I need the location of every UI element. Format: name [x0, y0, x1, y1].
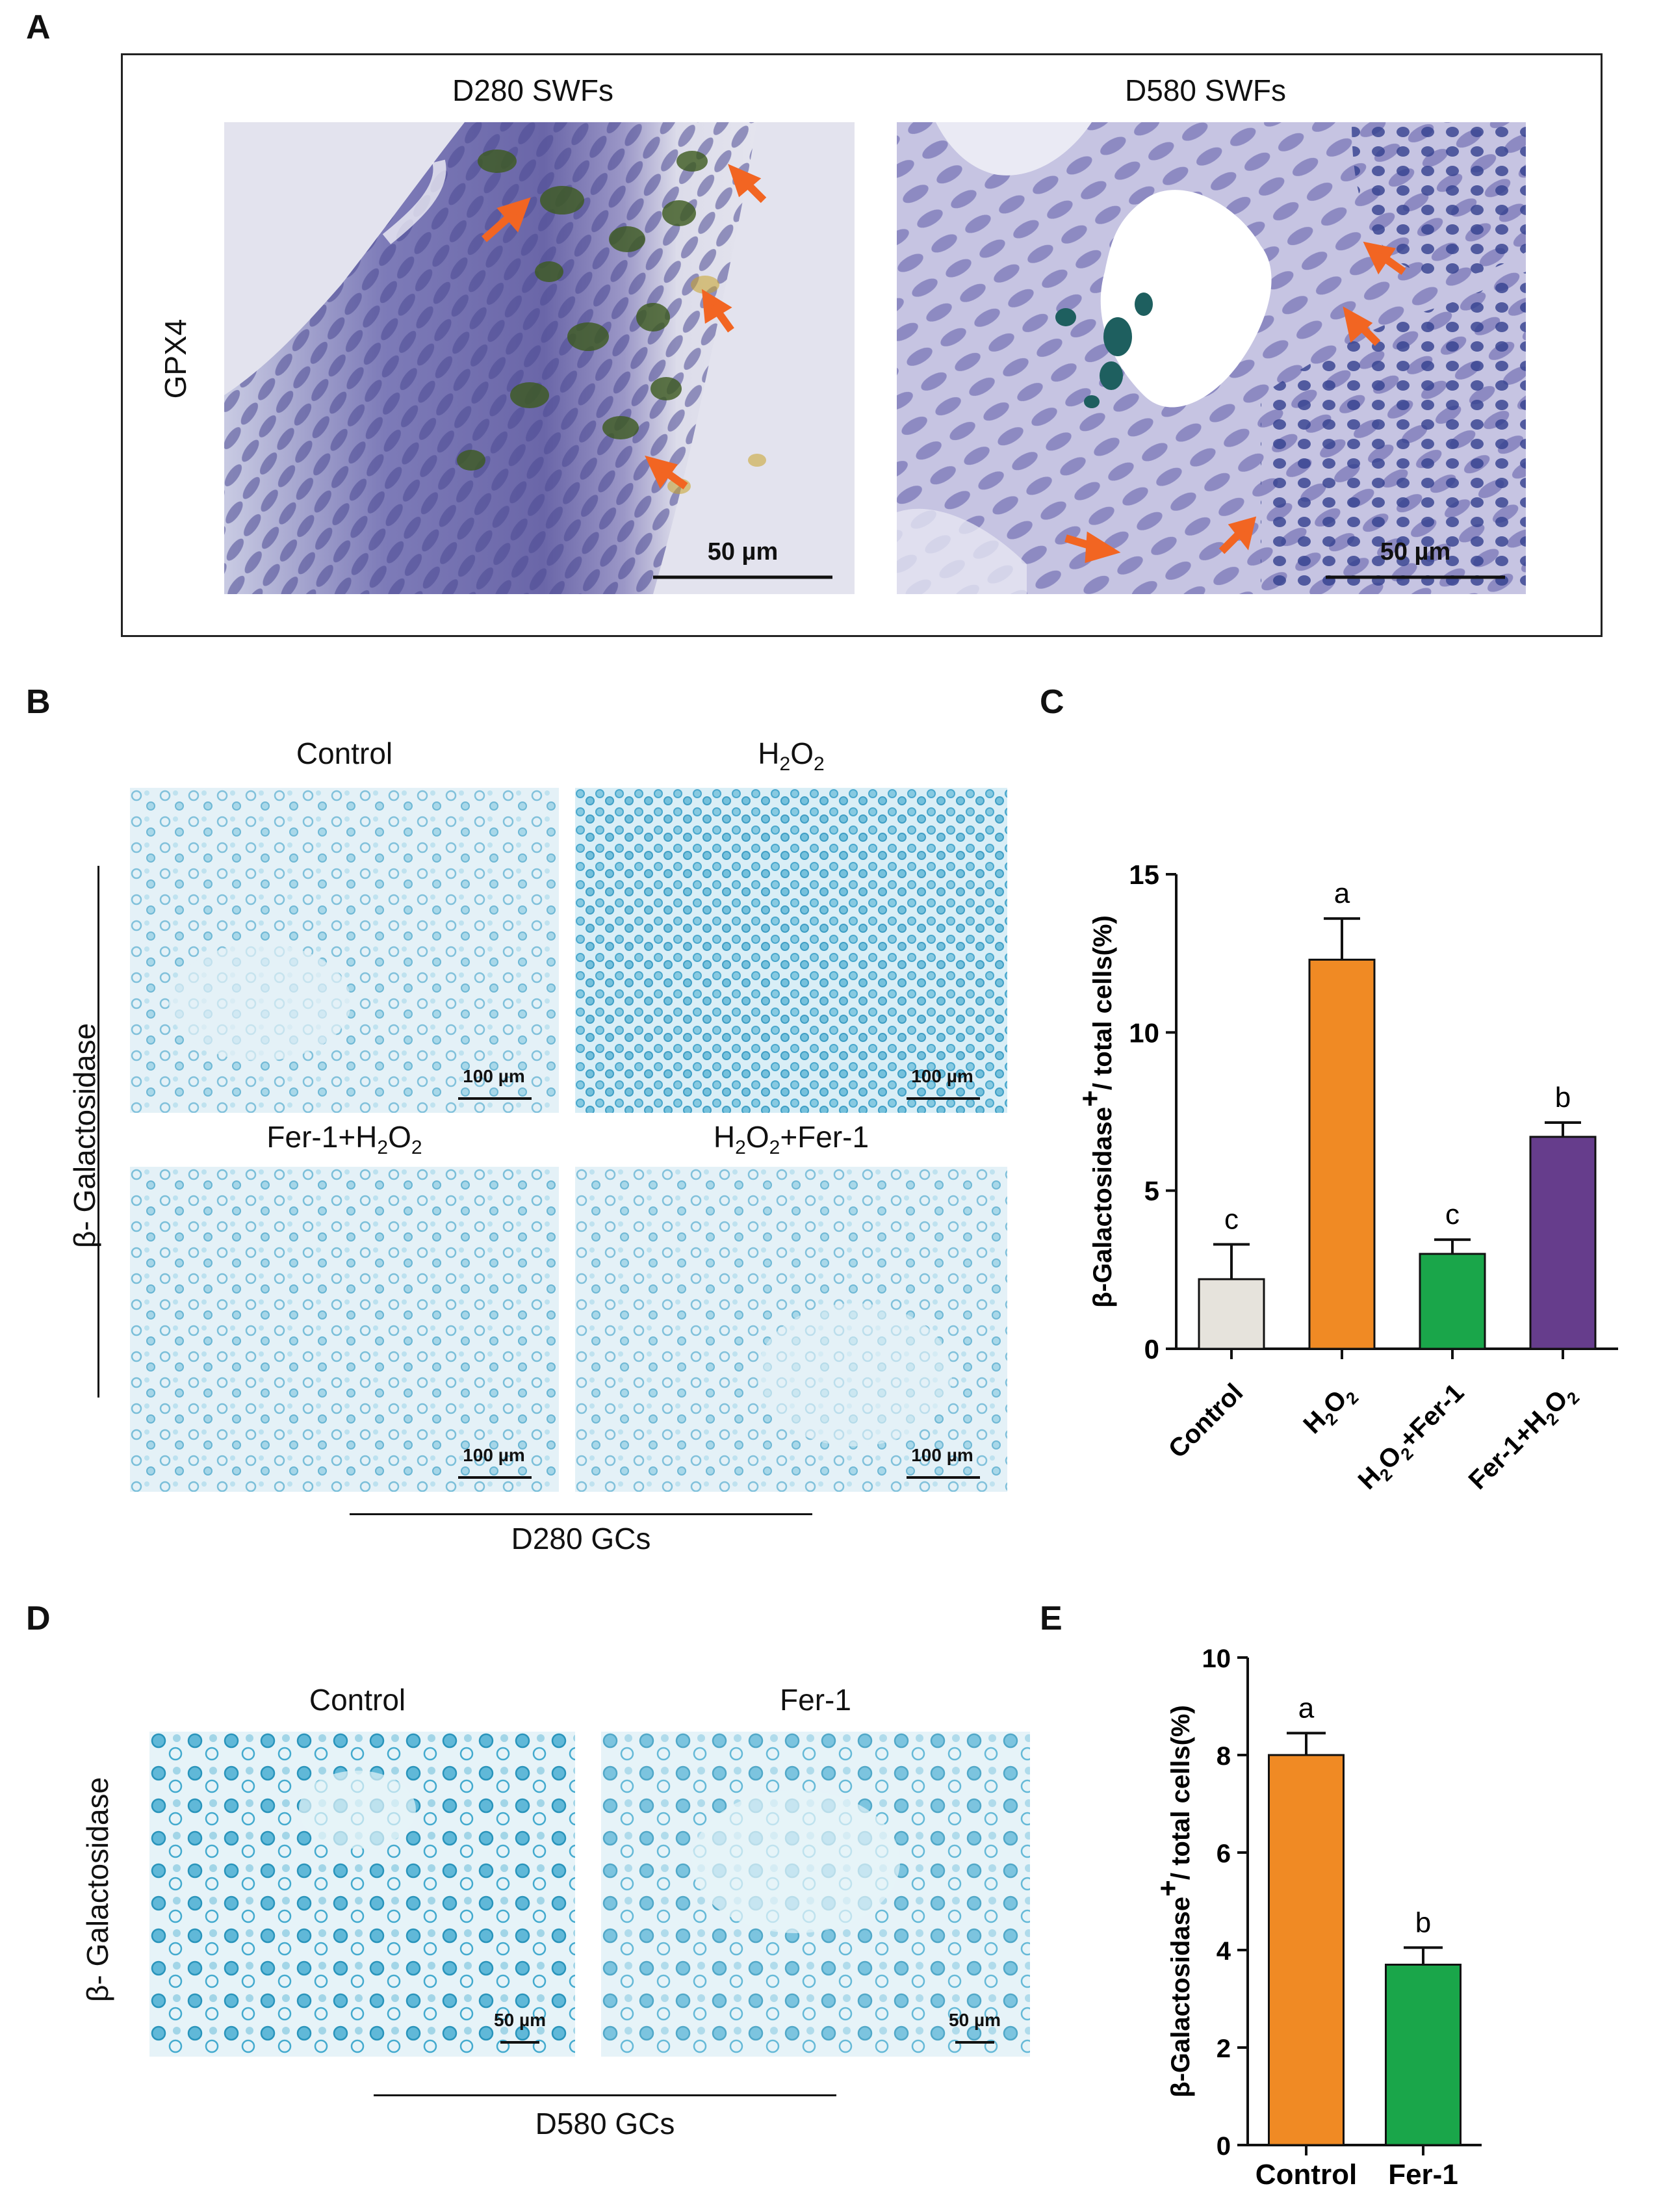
y-axis-label: β-Galactosidase+/ total cells(%) — [1074, 915, 1117, 1308]
label-text: +Fer-1 — [1394, 1378, 1470, 1454]
panel-e-label: E — [1040, 1600, 1062, 1637]
x-category-label: H2O2 — [1298, 1378, 1362, 1442]
y-tick-label: 5 — [1144, 1176, 1159, 1206]
panel-b-title-h2o2: H2O2 — [758, 736, 825, 775]
y-tick-label: 0 — [1144, 1334, 1159, 1364]
y-tick-label: 6 — [1217, 1840, 1231, 1868]
scale-bar-label: 100 µm — [463, 1445, 525, 1465]
scale-bar-label: 50 µm — [1380, 538, 1451, 566]
panel-a-title-d580: D580 SWFs — [1125, 73, 1286, 107]
scale-bar-label: 100 µm — [463, 1066, 525, 1086]
bar — [1308, 958, 1376, 1350]
x-category-label: Fer-1 — [1388, 2159, 1458, 2191]
panel-d-group-label: D580 GCs — [535, 2107, 675, 2140]
panel-b-title-h2o2-fer1: H2O2+Fer-1 — [713, 1120, 869, 1159]
y-tick-label: 10 — [1202, 1645, 1231, 1673]
panel-a-label: A — [26, 8, 51, 46]
y-axis-label-tail: / total cells(%) — [1088, 915, 1117, 1090]
y-axis-label-main: β-Galactosidase — [1166, 1897, 1195, 2098]
bar — [1419, 1253, 1486, 1350]
gpx4-row-label: GPX4 — [159, 319, 192, 399]
panel-d-side-label: β- Galactosidase — [81, 1776, 114, 2003]
bar — [1268, 1754, 1345, 2146]
bar — [1385, 1964, 1462, 2146]
gpx4-d580-micrograph: 50 µm — [897, 122, 1526, 594]
y-axis-label-main: β-Galactosidase — [1088, 1107, 1117, 1308]
panel-b-label: B — [26, 683, 51, 721]
chart-svg: 0 2 4 6 8 10 β-Galactosidase+/ total cells(%) a… — [1152, 1645, 1482, 2191]
x-category-label: H2O2+Fer-1 — [1353, 1378, 1473, 1498]
panel-d-title-control: Control — [309, 1683, 406, 1717]
panel-b-group-label: D280 GCs — [511, 1522, 651, 1555]
y-axis-label-sup: + — [1074, 1090, 1106, 1107]
label-text: Control — [1256, 2159, 1357, 2191]
d-fer1-micrograph: 50 µm — [601, 1732, 1030, 2057]
significance-letter: b — [1555, 1082, 1571, 1113]
y-axis-label-tail: / total cells(%) — [1166, 1705, 1195, 1880]
b-h2o2-fer1-micrograph: 100 µm — [575, 1167, 1007, 1492]
label-text: Fer-1+H — [1463, 1406, 1552, 1495]
gpx4-d280-micrograph: 50 µm — [224, 122, 855, 594]
scale-bar-label: 100 µm — [911, 1066, 973, 1086]
significance-letter: a — [1298, 1692, 1315, 1724]
x-category-label: Fer-1+H2O2 — [1463, 1378, 1584, 1498]
y-tick-label: 0 — [1217, 2132, 1231, 2161]
y-axis-label: β-Galactosidase+/ total cells(%) — [1152, 1705, 1195, 2098]
panel-c-label: C — [1040, 683, 1064, 721]
x-category-label: Control — [1163, 1378, 1249, 1464]
significance-letter: c — [1445, 1199, 1460, 1230]
y-tick-label: 4 — [1217, 1937, 1231, 1966]
y-tick-label: 2 — [1217, 2035, 1231, 2063]
bar — [1198, 1278, 1265, 1350]
y-tick-label: 10 — [1129, 1017, 1159, 1048]
panel-d-label: D — [26, 1600, 51, 1637]
chart-c: 0 5 10 15 β-Galactosidase+/ total cells(%) c C… — [1040, 813, 1625, 1560]
x-category-label: Control — [1256, 2159, 1357, 2191]
chart-e: 0 2 4 6 8 10 β-Galactosidase+/ total cells(%) a… — [1040, 1612, 1495, 2197]
label-text: Fer-1 — [1388, 2159, 1458, 2191]
panel-d-title-fer1: Fer-1 — [780, 1683, 851, 1717]
y-tick-label: 15 — [1129, 859, 1159, 890]
b-h2o2-micrograph: 100 µm — [575, 788, 1007, 1113]
significance-letter: a — [1334, 878, 1350, 909]
label-text: Control — [1163, 1378, 1249, 1464]
panel-b-side-line — [97, 866, 99, 1398]
panel-b-group-line — [350, 1513, 812, 1515]
scale-bar-label: 50 µm — [707, 538, 779, 566]
panel-b-title-control: Control — [296, 736, 393, 770]
y-axis-label-sup: + — [1152, 1880, 1184, 1897]
bar — [1529, 1136, 1597, 1350]
scale-bar-label: 100 µm — [911, 1445, 973, 1465]
b-control-micrograph: 100 µm — [130, 788, 559, 1113]
panel-b-title-fer1-h2o2: Fer-1+H2O2 — [266, 1120, 422, 1159]
panel-a-frame — [121, 53, 1603, 637]
panel-d-group-line — [374, 2094, 836, 2096]
significance-letter: b — [1415, 1906, 1431, 1938]
y-tick-label: 8 — [1217, 1742, 1231, 1771]
significance-letter: c — [1224, 1203, 1239, 1235]
panel-b-side-label: β- Galactosidase — [68, 1022, 101, 1249]
scale-bar-label: 50 µm — [949, 2010, 1001, 2030]
chart-svg: 0 5 10 15 β-Galactosidase+/ total cells(%) c C… — [1074, 859, 1618, 1498]
d-control-micrograph: 50 µm — [149, 1732, 575, 2057]
scale-bar-label: 50 µm — [494, 2010, 546, 2030]
panel-a-title-d280: D280 SWFs — [452, 73, 613, 107]
b-fer1-h2o2-micrograph: 100 µm — [130, 1167, 559, 1492]
